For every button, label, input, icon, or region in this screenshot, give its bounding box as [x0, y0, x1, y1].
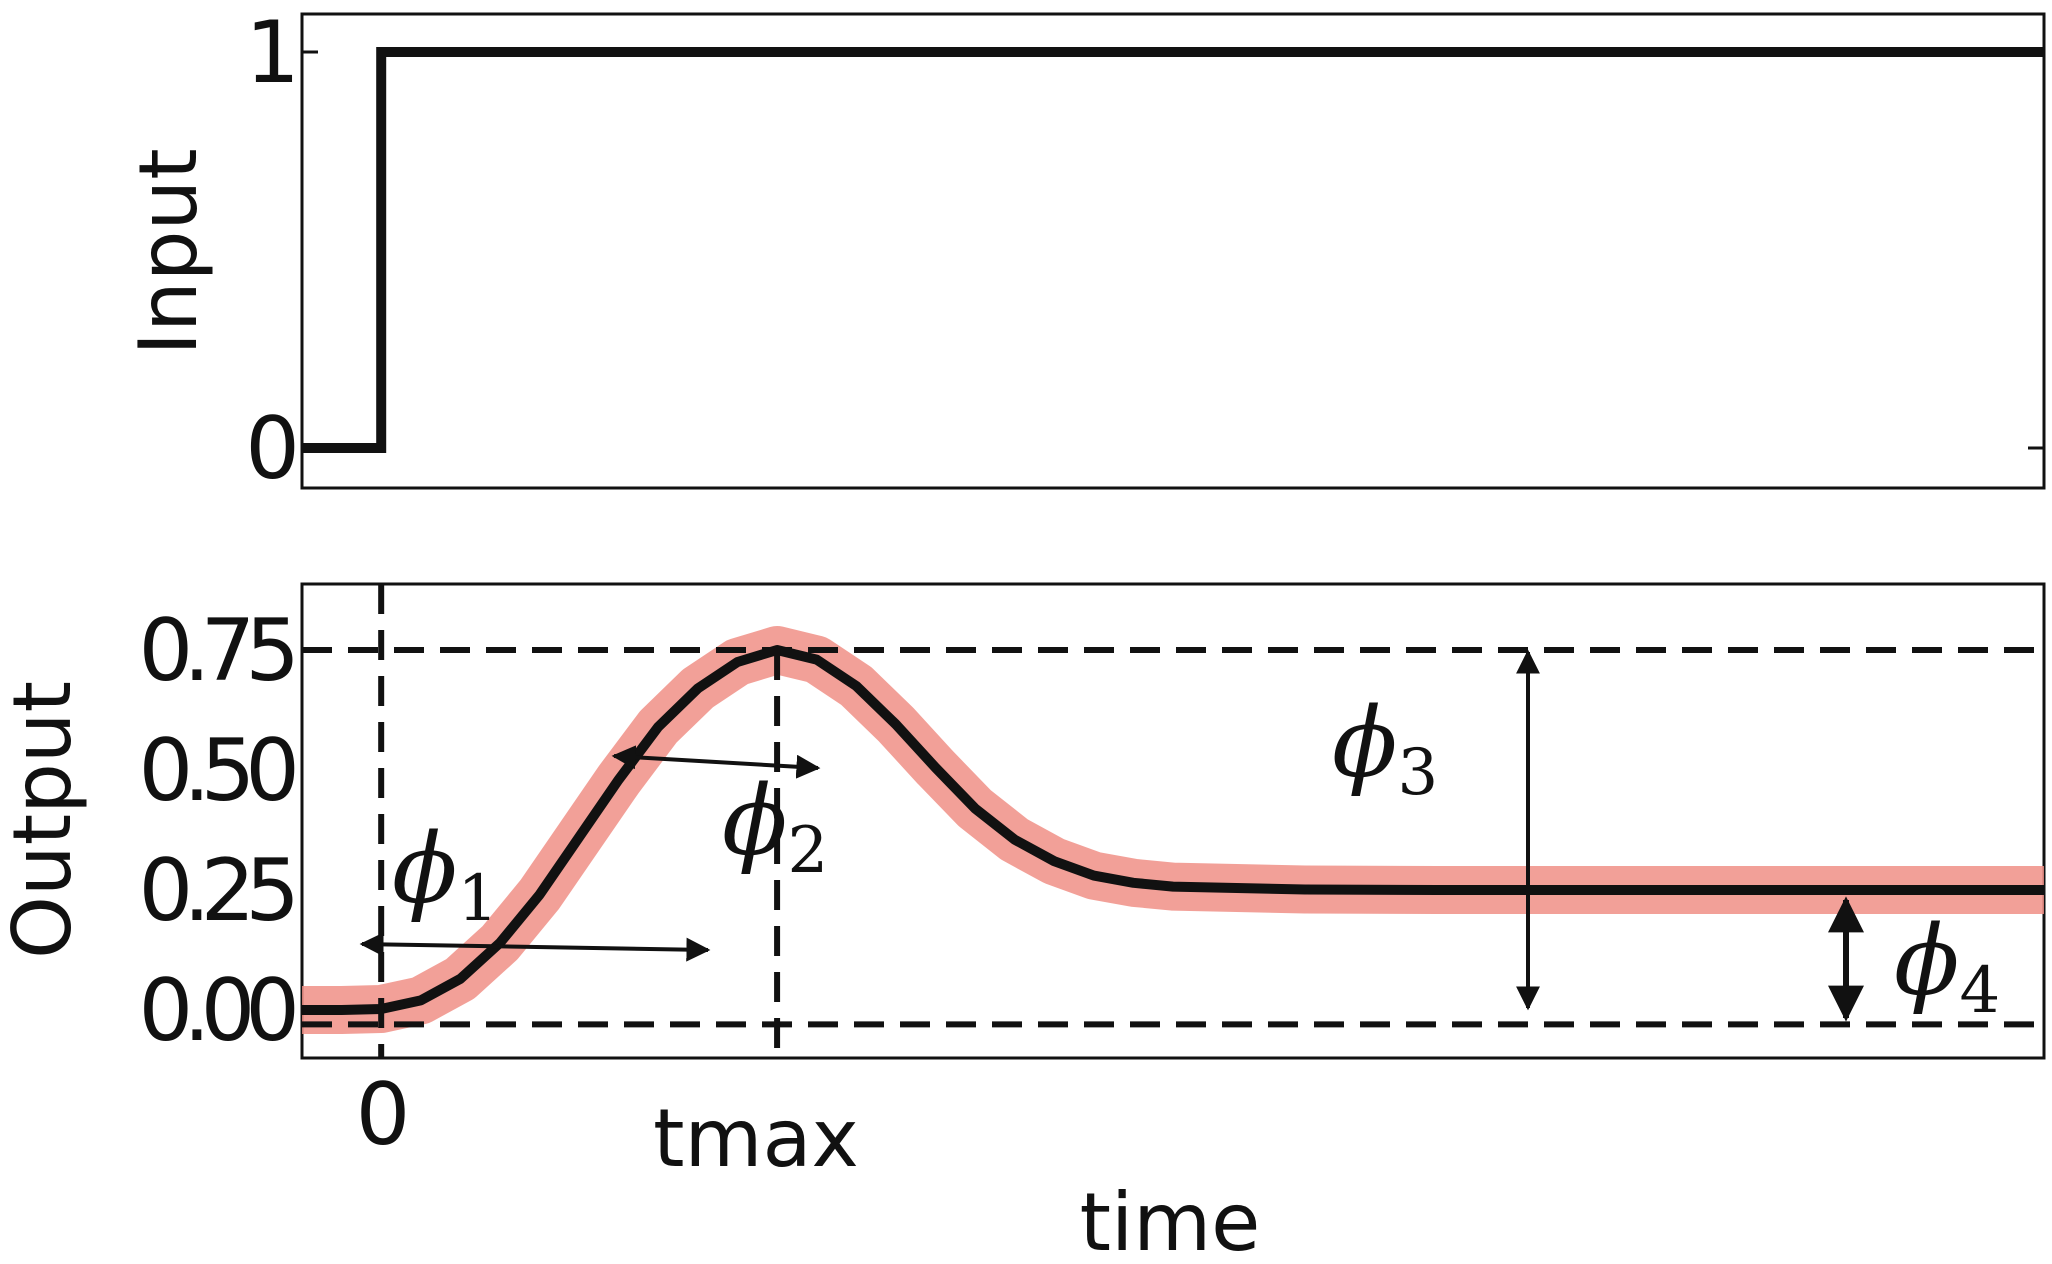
- output-ytick-label-0.50: 0.50: [139, 721, 295, 821]
- output-panel: ϕ1 ϕ2 ϕ3 ϕ4 0.75 0.50 0.25 0.00 0 tmax O…: [0, 582, 2046, 1264]
- output-ytick-label-0.75: 0.75: [139, 601, 294, 701]
- input-ytick-label-0: 0: [245, 399, 294, 499]
- phi4-label: ϕ4: [1894, 905, 2000, 1028]
- phi1-label: ϕ1: [392, 813, 498, 936]
- input-plot-frame: [300, 12, 2046, 490]
- phi1-arrow: [359, 932, 711, 962]
- input-panel: 1 0 Input: [122, 3, 2046, 499]
- output-ytick-label-0.25: 0.25: [139, 841, 294, 941]
- input-ytick-label-1: 1: [245, 3, 292, 103]
- phi3-label: ϕ3: [1332, 687, 1438, 810]
- output-xtick-label-tmax: tmax: [653, 1092, 859, 1185]
- input-y-ticks: [302, 50, 2044, 450]
- output-y-axis-label: Output: [0, 681, 89, 959]
- output-x-axis-label: time: [1080, 1176, 1261, 1264]
- output-uncertainty-band: [302, 626, 2044, 1034]
- phi2-label: ϕ2: [722, 765, 828, 888]
- output-plot-frame: [300, 582, 2046, 1060]
- input-y-axis-label: Input: [122, 148, 215, 355]
- output-ytick-label-0.00: 0.00: [139, 961, 295, 1061]
- phi2-arrow: [611, 745, 821, 779]
- input-step-line: [302, 47, 2044, 453]
- output-xtick-label-0: 0: [356, 1065, 405, 1165]
